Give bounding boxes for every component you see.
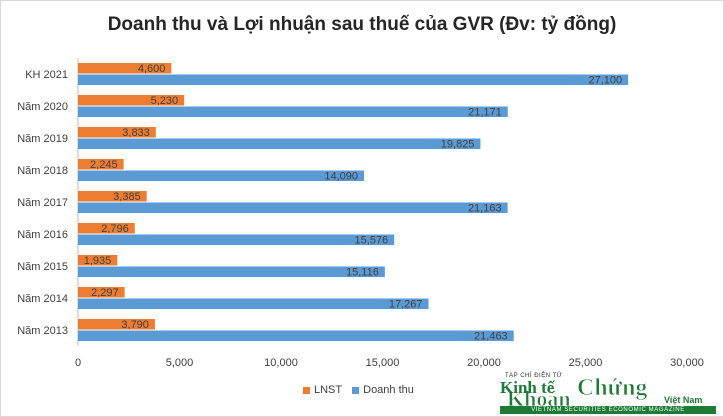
chart-title: Doanh thu và Lợi nhuận sau thuế của GVR …	[107, 14, 617, 35]
data-label-doanh-thu: 17,267	[389, 299, 423, 311]
data-label-doanh-thu: 21,163	[468, 203, 502, 215]
category-label: Năm 2020	[17, 101, 68, 113]
x-tick-label: 30,000	[670, 357, 704, 369]
bar-lnst	[78, 127, 156, 138]
bar-doanh-thu	[78, 202, 508, 213]
bar-lnst	[78, 159, 124, 170]
logo-chung: Chứng	[577, 375, 647, 401]
category-label: Năm 2015	[17, 261, 68, 273]
category-label: Năm 2013	[17, 325, 68, 337]
bar-lnst	[78, 255, 118, 266]
category-label: Năm 2018	[17, 165, 68, 177]
bar-doanh-thu	[78, 266, 385, 277]
legend: LNST Doanh thu	[303, 384, 424, 396]
bar-doanh-thu	[78, 138, 481, 149]
bar-lnst	[78, 95, 185, 106]
x-tick-label: 5,000	[166, 357, 194, 369]
x-tick-label: 25,000	[569, 357, 603, 369]
bar-lnst	[78, 191, 147, 202]
legend-item-lnst: LNST	[303, 384, 342, 396]
data-label-lnst: 3,385	[113, 191, 141, 203]
bar-doanh-thu	[78, 170, 365, 181]
data-label-doanh-thu: 21,171	[468, 107, 502, 119]
logo-small-text: TẠP CHÍ ĐIỆN TỬ	[505, 373, 563, 379]
x-tick-label: 15,000	[366, 357, 400, 369]
publisher-logo: Chứng Khoán TẠP CHÍ ĐIỆN TỬ Kinh tế Việt…	[497, 373, 719, 415]
category-label: Năm 2014	[17, 293, 68, 305]
data-label-doanh-thu: 14,090	[324, 171, 358, 183]
bar-lnst	[78, 319, 155, 330]
data-label-doanh-thu: 21,463	[474, 331, 508, 343]
data-label-lnst: 4,600	[138, 63, 166, 75]
data-label-doanh-thu: 15,116	[346, 267, 379, 279]
category-label: Năm 2017	[17, 197, 68, 209]
data-label-lnst: 5,230	[151, 95, 179, 107]
logo-kinh-te: Kinh tế	[500, 378, 555, 397]
bar-doanh-thu	[78, 74, 629, 85]
legend-label-lnst: LNST	[314, 384, 343, 396]
bar-doanh-thu	[78, 330, 514, 341]
category-label: Năm 2016	[17, 229, 68, 241]
data-label-lnst: 3,790	[121, 319, 149, 331]
legend-item-doanh-thu: Doanh thu	[352, 384, 414, 396]
x-tick-label: 0	[75, 357, 81, 369]
bar-doanh-thu	[78, 234, 395, 245]
data-label-doanh-thu: 27,100	[588, 75, 622, 87]
category-label: Năm 2019	[17, 133, 68, 145]
category-label: KH 2021	[25, 69, 68, 81]
bar-lnst	[78, 287, 125, 298]
logo-bar: VIETNAM SECURITIES ECONOMIC MAGAZINE	[500, 406, 716, 414]
logo-viet-nam: Việt Nam	[664, 395, 703, 405]
bar-lnst	[78, 223, 135, 234]
data-label-doanh-thu: 19,825	[441, 139, 475, 151]
x-tick-label: 10,000	[264, 357, 298, 369]
legend-swatch-lnst	[303, 386, 310, 394]
data-label-lnst: 3,833	[122, 127, 150, 139]
data-label-lnst: 1,935	[84, 255, 112, 267]
data-label-doanh-thu: 15,576	[355, 235, 389, 247]
legend-label-doanh-thu: Doanh thu	[363, 384, 414, 396]
data-label-lnst: 2,796	[101, 223, 129, 235]
data-label-lnst: 2,297	[91, 287, 119, 299]
x-tick-label: 20,000	[467, 357, 501, 369]
legend-swatch-doanh-thu	[352, 386, 360, 394]
data-label-lnst: 2,245	[90, 159, 118, 171]
bar-doanh-thu	[78, 106, 508, 117]
bar-doanh-thu	[78, 298, 429, 309]
bar-lnst	[78, 63, 172, 74]
